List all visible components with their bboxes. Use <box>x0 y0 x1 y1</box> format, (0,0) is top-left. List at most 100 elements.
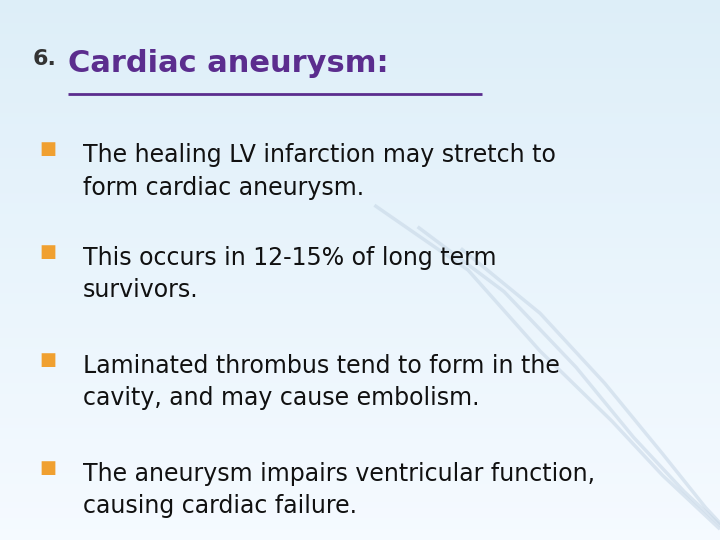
Bar <box>0 417 720 420</box>
Bar <box>0 481 720 482</box>
Bar <box>0 295 720 297</box>
Bar <box>0 77 720 79</box>
Bar <box>0 371 720 373</box>
Bar <box>0 157 720 158</box>
Bar <box>0 43 720 45</box>
Bar <box>0 241 720 243</box>
Bar <box>0 389 720 390</box>
Bar <box>0 47 720 49</box>
Bar <box>0 137 720 139</box>
Bar <box>0 151 720 153</box>
Bar <box>0 470 720 471</box>
Bar <box>0 342 720 344</box>
Bar <box>0 522 720 524</box>
Bar <box>0 366 720 367</box>
Bar <box>0 265 720 266</box>
Bar <box>0 405 720 407</box>
Bar <box>0 275 720 277</box>
Bar <box>0 479 720 481</box>
Bar <box>0 99 720 101</box>
Bar <box>0 444 720 447</box>
Bar <box>0 218 720 220</box>
Bar <box>0 70 720 72</box>
Bar <box>0 529 720 531</box>
Bar <box>0 270 720 272</box>
Bar <box>0 290 720 292</box>
Bar <box>0 31 720 32</box>
Bar <box>0 410 720 412</box>
Bar <box>0 150 720 151</box>
Bar <box>0 272 720 274</box>
Bar <box>0 88 720 90</box>
Bar <box>0 436 720 437</box>
Bar <box>0 322 720 324</box>
Bar <box>0 427 720 428</box>
Bar <box>0 346 720 347</box>
Bar <box>0 117 720 119</box>
Bar <box>0 282 720 285</box>
Bar <box>0 133 720 135</box>
Bar <box>0 328 720 329</box>
Bar <box>0 502 720 504</box>
Bar <box>0 201 720 204</box>
Bar <box>0 177 720 178</box>
Bar <box>0 144 720 146</box>
Bar <box>0 347 720 349</box>
Bar <box>0 463 720 464</box>
Bar <box>0 356 720 358</box>
Bar <box>0 313 720 315</box>
Bar <box>0 38 720 39</box>
Bar <box>0 439 720 441</box>
Bar <box>0 509 720 511</box>
Bar <box>0 297 720 299</box>
Bar <box>0 488 720 490</box>
Bar <box>0 430 720 432</box>
Bar <box>0 142 720 144</box>
Bar <box>0 353 720 355</box>
Bar <box>0 355 720 356</box>
Bar <box>0 110 720 112</box>
Bar <box>0 454 720 455</box>
Bar <box>0 247 720 248</box>
Bar <box>0 228 720 231</box>
Bar <box>0 455 720 457</box>
Bar <box>0 221 720 223</box>
Bar <box>0 254 720 255</box>
Bar <box>0 369 720 371</box>
Text: This occurs in 12-15% of long term
survivors.: This occurs in 12-15% of long term survi… <box>83 246 496 302</box>
Bar <box>0 223 720 225</box>
Bar <box>0 139 720 140</box>
Text: Laminated thrombus tend to form in the
cavity, and may cause embolism.: Laminated thrombus tend to form in the c… <box>83 354 559 410</box>
Bar <box>0 104 720 106</box>
Bar <box>0 162 720 164</box>
Bar <box>0 212 720 214</box>
Bar <box>0 484 720 486</box>
Bar <box>0 351 720 353</box>
Bar <box>0 184 720 185</box>
Text: The healing LV infarction may stretch to
form cardiac aneurysm.: The healing LV infarction may stretch to… <box>83 143 556 200</box>
Bar <box>0 72 720 74</box>
Bar <box>0 140 720 142</box>
Bar <box>0 153 720 155</box>
Bar <box>0 393 720 394</box>
Bar <box>0 86 720 88</box>
Bar <box>0 130 720 131</box>
Bar <box>0 518 720 520</box>
Bar <box>0 536 720 538</box>
Bar <box>0 45 720 47</box>
Bar <box>0 18 720 20</box>
Bar <box>0 367 720 369</box>
Bar <box>0 174 720 177</box>
Bar <box>0 112 720 113</box>
Bar <box>0 191 720 193</box>
Bar <box>0 513 720 515</box>
Bar <box>0 85 720 86</box>
Bar <box>0 243 720 245</box>
Bar <box>0 443 720 444</box>
Bar <box>0 403 720 405</box>
Bar <box>0 304 720 306</box>
Bar <box>0 250 720 252</box>
Bar <box>0 171 720 173</box>
Bar <box>0 279 720 281</box>
Bar <box>0 63 720 65</box>
